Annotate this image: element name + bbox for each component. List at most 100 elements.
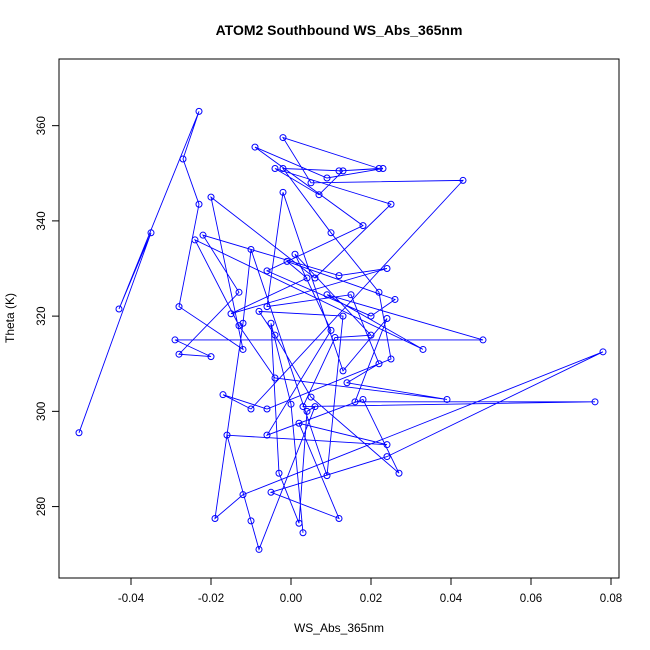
data-point (207, 353, 215, 361)
data-point (267, 488, 275, 496)
data-point (279, 165, 287, 173)
data-point (307, 179, 315, 187)
data-point (291, 250, 299, 258)
data-point (599, 348, 607, 356)
data-point (279, 188, 287, 196)
data-point (147, 229, 155, 237)
y-tick-label: 340 (36, 211, 48, 230)
data-point (335, 514, 343, 522)
data-point (315, 191, 323, 199)
data-point (227, 310, 235, 318)
data-point (271, 331, 279, 339)
data-point (323, 472, 331, 480)
data-point (379, 165, 387, 173)
data-point (223, 431, 231, 439)
data-point (295, 519, 303, 527)
data-point (375, 360, 383, 368)
data-point (443, 395, 451, 403)
data-point (339, 167, 347, 175)
data-point (323, 291, 331, 299)
data-point (247, 405, 255, 413)
y-axis-label: Theta (K) (3, 293, 17, 343)
x-axis-label: WS_Abs_365nm (294, 621, 384, 635)
data-point (279, 134, 287, 142)
data-point (255, 545, 263, 553)
data-point (263, 405, 271, 413)
data-point (211, 514, 219, 522)
data-point (207, 193, 215, 201)
data-point (383, 453, 391, 461)
data-point (235, 288, 243, 296)
y-tick-label: 300 (36, 402, 48, 421)
data-point (307, 393, 315, 401)
data-point (247, 245, 255, 253)
data-point (375, 288, 383, 296)
x-tick-label: -0.04 (118, 593, 145, 605)
data-point (271, 374, 279, 382)
x-tick-label: 0.04 (440, 593, 463, 605)
data-point (275, 469, 283, 477)
data-point (387, 200, 395, 208)
y-tick-label: 280 (36, 497, 48, 516)
data-point (239, 319, 247, 327)
data-point (335, 272, 343, 280)
data-point (299, 403, 307, 411)
data-point (387, 355, 395, 363)
data-point (339, 312, 347, 320)
data-point (195, 107, 203, 115)
data-point (191, 236, 199, 244)
series-group (75, 107, 607, 553)
data-point (335, 167, 343, 175)
data-point (339, 367, 347, 375)
data-point (367, 312, 375, 320)
data-point (267, 319, 275, 327)
data-point (419, 345, 427, 353)
data-point (367, 331, 375, 339)
data-point (359, 395, 367, 403)
data-point (323, 174, 331, 182)
data-point (219, 391, 227, 399)
data-point (347, 291, 355, 299)
data-point (383, 441, 391, 449)
x-tick-label: -0.02 (198, 593, 224, 605)
data-point (199, 231, 207, 239)
data-point (195, 200, 203, 208)
data-point (255, 307, 263, 315)
data-point (327, 326, 335, 334)
data-point (263, 303, 271, 311)
data-point (295, 419, 303, 427)
data-point (359, 222, 367, 230)
data-point (263, 431, 271, 439)
y-tick-label: 360 (36, 116, 48, 135)
y-axis: 280 300 320 340 360 (36, 116, 60, 516)
data-point (311, 274, 319, 282)
data-point (327, 229, 335, 237)
data-point (331, 334, 339, 342)
data-point (175, 303, 183, 311)
data-point (479, 336, 487, 344)
x-tick-label: 0.08 (600, 593, 622, 605)
data-point (303, 407, 311, 415)
data-point (459, 176, 467, 184)
y-tick-label: 320 (36, 307, 48, 326)
chart-title: ATOM2 Southbound WS_Abs_365nm (216, 22, 463, 38)
data-point (283, 257, 291, 265)
data-point (239, 345, 247, 353)
data-point (375, 165, 383, 173)
data-point (351, 398, 359, 406)
data-point (239, 491, 247, 499)
series-line (78, 111, 604, 551)
data-point (383, 265, 391, 273)
data-point (251, 143, 259, 151)
data-point (287, 400, 295, 408)
x-tick-label: 0.02 (360, 593, 382, 605)
data-point (171, 336, 179, 344)
data-point (299, 529, 307, 537)
data-point (247, 517, 255, 525)
data-point (179, 155, 187, 163)
data-point (383, 315, 391, 322)
data-point (311, 403, 319, 411)
data-point (303, 274, 311, 282)
data-point (175, 350, 183, 358)
data-point (591, 398, 599, 406)
